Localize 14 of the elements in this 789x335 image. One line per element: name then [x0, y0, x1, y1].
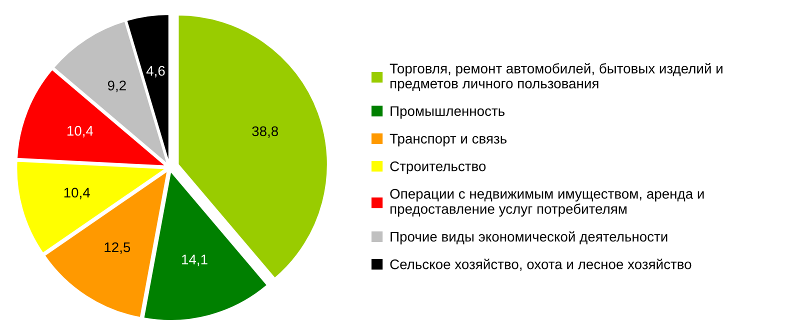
legend-label: Промышленность [390, 106, 505, 119]
legend-label: Сельское хозяйство, охота и лесное хозяйство [390, 258, 692, 271]
legend-label: Прочие виды экономической деятельности [390, 231, 668, 244]
data-label: 12,5 [104, 242, 130, 254]
legend-label: Торговля, ремонт автомобилей, бытовых изделий и предметов личного пользования [390, 63, 722, 92]
data-label: 4,6 [146, 66, 165, 78]
data-label: 14,1 [182, 254, 208, 266]
data-label: 10,4 [67, 126, 94, 138]
legend-label: Строительство [390, 161, 486, 174]
data-label: 10,4 [64, 188, 90, 200]
data-label: 9,2 [108, 80, 126, 92]
data-label: 38,8 [252, 126, 278, 138]
legend-label: Операции с недвижимым имуществом, аренда и предоставление услуг потребителям [390, 188, 704, 217]
legend-label: Транспорт и связь [390, 134, 507, 146]
